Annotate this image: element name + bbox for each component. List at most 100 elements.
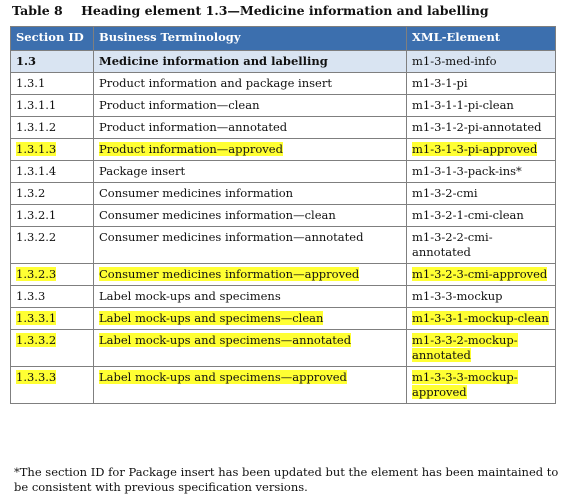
xml-element-text: m1-3-1-pi — [412, 76, 468, 90]
xml-element-text: m1-3-1-1-pi-clean — [412, 98, 514, 112]
table-row: 1.3.1.2 Product information—annotated m1-3… — [10, 116, 556, 139]
section-id-cell: 1.3.1 — [10, 72, 94, 95]
section-id-cell: 1.3.1.1 — [10, 94, 94, 117]
business-terminology-cell: Package insert — [93, 160, 407, 183]
section-id-text: 1.3.1.1 — [16, 98, 57, 112]
section-id-cell: 1.3.1.4 — [10, 160, 94, 183]
table-row: 1.3.2.1 Consumer medicines information—cl… — [10, 204, 556, 227]
table-row: 1.3.1.1 Product information—clean m1-3-1-1… — [10, 94, 556, 117]
footnote: *The section ID for Package insert has b… — [14, 465, 559, 494]
section-id-text: 1.3.2 — [16, 186, 46, 200]
section-id-cell: 1.3 — [10, 50, 94, 73]
xml-element-text: m1-3-3-2-mockup-annotated — [412, 333, 518, 362]
xml-element-cell: m1-3-3-3-mockup-approved — [406, 366, 556, 404]
table-header-row: Section ID Business Terminology XML-Elem… — [10, 26, 556, 51]
business-terminology-cell: Consumer medicines information—clean — [93, 204, 407, 227]
section-id-text: 1.3.3 — [16, 289, 46, 303]
business-terminology-cell: Product information—annotated — [93, 116, 407, 139]
xml-element-text: m1-3-2-3-cmi-approved — [412, 267, 548, 281]
table-row: 1.3.1.4 Package insert m1-3-1-3-pack-ins* — [10, 160, 556, 183]
business-terminology-text: Consumer medicines information—approved — [99, 267, 360, 281]
section-id-text: 1.3.3.2 — [16, 333, 57, 347]
section-id-cell: 1.3.3.2 — [10, 329, 94, 367]
column-header-business-terminology: Business Terminology — [93, 26, 407, 51]
business-terminology-cell: Consumer medicines information—approved — [93, 263, 407, 286]
business-terminology-text: Label mock-ups and specimens—clean — [99, 311, 324, 325]
section-id-cell: 1.3.1.2 — [10, 116, 94, 139]
xml-element-cell: m1-3-3-2-mockup-annotated — [406, 329, 556, 367]
table-number: Table 8 — [12, 3, 63, 18]
xml-element-cell: m1-3-1-pi — [406, 72, 556, 95]
xml-element-text: m1-3-1-2-pi-annotated — [412, 120, 542, 134]
table-row: 1.3.3.1 Label mock-ups and specimens—clea… — [10, 307, 556, 330]
xml-element-text: m1-3-2-cmi — [412, 186, 478, 200]
xml-element-cell: m1-3-3-1-mockup-clean — [406, 307, 556, 330]
business-terminology-text: Product information—approved — [99, 142, 283, 156]
xml-element-cell: m1-3-1-2-pi-annotated — [406, 116, 556, 139]
table-row: 1.3.2 Consumer medicines information m1-3-… — [10, 182, 556, 205]
table-row: 1.3 Medicine information and labelling m1-… — [10, 50, 556, 73]
section-id-cell: 1.3.2.1 — [10, 204, 94, 227]
section-id-text: 1.3.2.3 — [16, 267, 57, 281]
section-id-text: 1.3.2.1 — [16, 208, 57, 222]
section-id-text: 1.3.3.1 — [16, 311, 57, 325]
business-terminology-text: Label mock-ups and specimens — [99, 289, 281, 303]
business-terminology-cell: Label mock-ups and specimens—approved — [93, 366, 407, 404]
table-body: 1.3 Medicine information and labelling m1-… — [10, 50, 556, 404]
table-row: 1.3.1 Product information and package ins… — [10, 72, 556, 95]
xml-element-text: m1-3-2-2-cmi-annotated — [412, 230, 493, 259]
xml-element-text: m1-3-2-1-cmi-clean — [412, 208, 524, 222]
section-id-cell: 1.3.2 — [10, 182, 94, 205]
xml-element-cell: m1-3-1-1-pi-clean — [406, 94, 556, 117]
table-row: 1.3.3 Label mock-ups and specimens m1-3-3-… — [10, 285, 556, 308]
section-id-text: 1.3.3.3 — [16, 370, 57, 384]
table-row: 1.3.2.3 Consumer medicines information—ap… — [10, 263, 556, 286]
xml-element-cell: m1-3-3-mockup — [406, 285, 556, 308]
section-id-cell: 1.3.3 — [10, 285, 94, 308]
business-terminology-cell: Product information—approved — [93, 138, 407, 161]
section-id-cell: 1.3.2.2 — [10, 226, 94, 264]
xml-element-cell: m1-3-2-2-cmi-annotated — [406, 226, 556, 264]
table-row: 1.3.3.2 Label mock-ups and specimens—anno… — [10, 329, 556, 367]
xml-element-text: m1-3-1-3-pack-ins* — [412, 164, 522, 178]
business-terminology-text: Label mock-ups and specimens—approved — [99, 370, 347, 384]
business-terminology-text: Product information and package insert — [99, 76, 332, 90]
table-title: Heading element 1.3—Medicine information… — [81, 3, 489, 18]
business-terminology-text: Consumer medicines information—annotated — [99, 230, 364, 244]
section-id-cell: 1.3.3.3 — [10, 366, 94, 404]
business-terminology-cell: Product information and package insert — [93, 72, 407, 95]
business-terminology-text: Product information—annotated — [99, 120, 288, 134]
xml-element-cell: m1-3-2-1-cmi-clean — [406, 204, 556, 227]
section-id-cell: 1.3.3.1 — [10, 307, 94, 330]
business-terminology-text: Medicine information and labelling — [99, 54, 328, 68]
xml-element-cell: m1-3-2-cmi — [406, 182, 556, 205]
column-header-xml-element: XML-Element — [406, 26, 556, 51]
xml-element-cell: m1-3-med-info — [406, 50, 556, 73]
table-row: 1.3.1.3 Product information—approved m1-3-… — [10, 138, 556, 161]
business-terminology-cell: Label mock-ups and specimens — [93, 285, 407, 308]
business-terminology-text: Consumer medicines information — [99, 186, 294, 200]
xml-element-text: m1-3-1-3-pi-approved — [412, 142, 538, 156]
section-id-text: 1.3 — [16, 54, 37, 68]
table-caption: Table 8 Heading element 1.3—Medicine inf… — [12, 3, 489, 18]
section-id-text: 1.3.2.2 — [16, 230, 57, 244]
table-row: 1.3.3.3 Label mock-ups and specimens—appr… — [10, 366, 556, 404]
xml-element-text: m1-3-3-1-mockup-clean — [412, 311, 549, 325]
xml-element-cell: m1-3-2-3-cmi-approved — [406, 263, 556, 286]
business-terminology-cell: Medicine information and labelling — [93, 50, 407, 73]
xml-element-text: m1-3-3-mockup — [412, 289, 503, 303]
column-header-section-id: Section ID — [10, 26, 94, 51]
business-terminology-text: Product information—clean — [99, 98, 260, 112]
section-id-cell: 1.3.1.3 — [10, 138, 94, 161]
business-terminology-cell: Label mock-ups and specimens—annotated — [93, 329, 407, 367]
table-row: 1.3.2.2 Consumer medicines information—an… — [10, 226, 556, 264]
heading-element-table: Section ID Business Terminology XML-Elem… — [10, 26, 556, 404]
xml-element-cell: m1-3-1-3-pack-ins* — [406, 160, 556, 183]
business-terminology-cell: Consumer medicines information—annotated — [93, 226, 407, 264]
business-terminology-text: Package insert — [99, 164, 186, 178]
section-id-text: 1.3.1.2 — [16, 120, 57, 134]
section-id-text: 1.3.1.4 — [16, 164, 57, 178]
business-terminology-cell: Product information—clean — [93, 94, 407, 117]
business-terminology-text: Consumer medicines information—clean — [99, 208, 336, 222]
section-id-text: 1.3.1 — [16, 76, 46, 90]
